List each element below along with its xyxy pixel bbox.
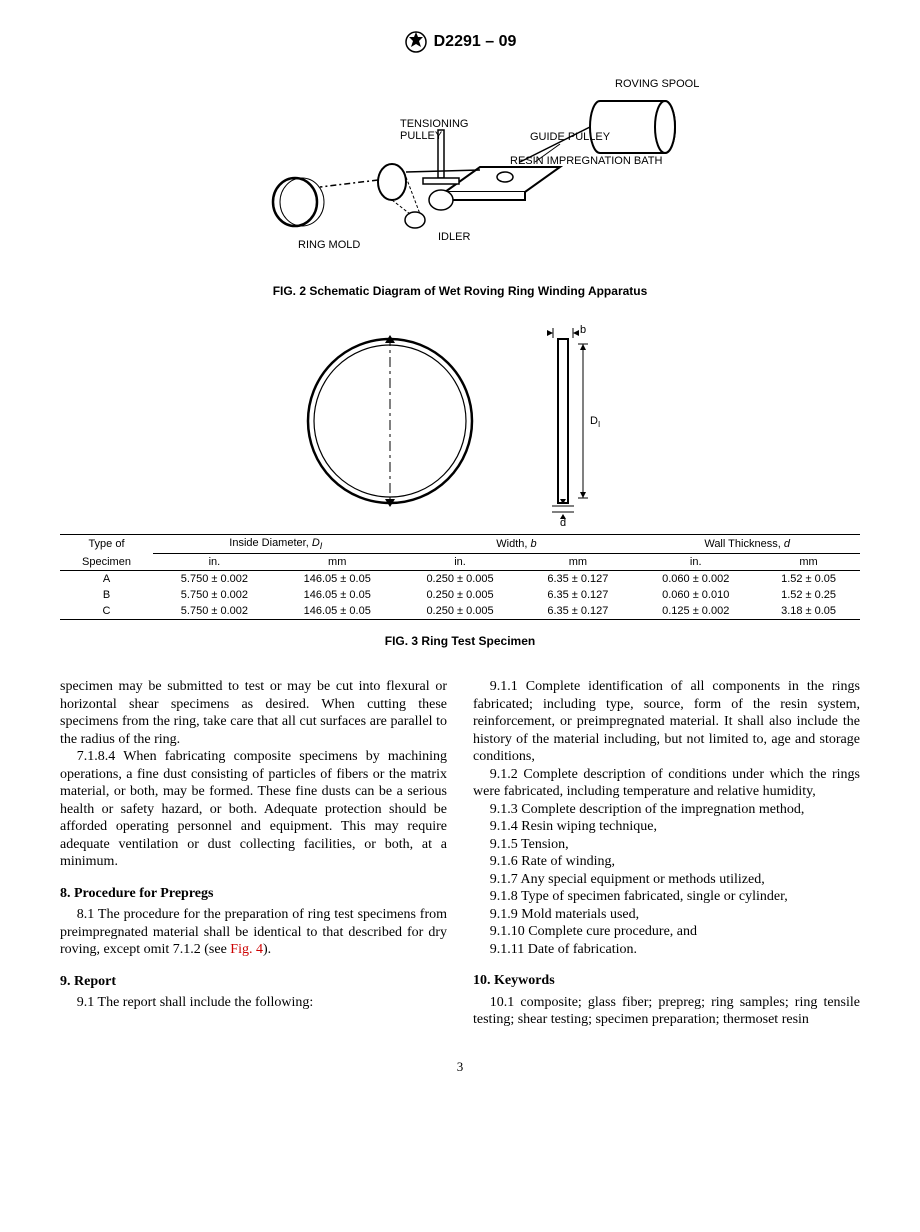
para-9-1-4: 9.1.4 Resin wiping technique,: [473, 818, 860, 836]
para-7-continued: specimen may be submitted to test or may…: [60, 678, 447, 748]
para-9-1: 9.1 The report shall include the followi…: [60, 994, 447, 1012]
ring-mold-label: RING MOLD: [298, 239, 360, 251]
para-9-1-3: 9.1.3 Complete description of the impreg…: [473, 801, 860, 819]
para-9-1-2: 9.1.2 Complete description of conditions…: [473, 766, 860, 801]
para-9-1-11: 9.1.11 Date of fabrication.: [473, 941, 860, 959]
para-7-1-8-4: 7.1.8.4 When fabricating composite speci…: [60, 748, 447, 871]
fig3-caption: FIG. 3 Ring Test Specimen: [60, 634, 860, 648]
table-row: B 5.750 ± 0.002 146.05 ± 0.05 0.250 ± 0.…: [60, 587, 860, 603]
heading-8: 8. Procedure for Prepregs: [60, 885, 447, 903]
page: D2291 – 09 ROVING SPOOL GUIDE PULLEY RES…: [0, 0, 920, 1115]
idler-label: IDLER: [438, 231, 470, 243]
fig2-caption: FIG. 2 Schematic Diagram of Wet Roving R…: [60, 284, 860, 298]
page-header: D2291 – 09: [60, 30, 860, 54]
para-9-1-5: 9.1.5 Tension,: [473, 836, 860, 854]
tensioning-pulley-label: TENSIONINGPULLEY: [400, 118, 468, 142]
table-row: C 5.750 ± 0.002 146.05 ± 0.05 0.250 ± 0.…: [60, 603, 860, 620]
table-head-row-1: Type of Inside Diameter, DI Width, b Wal…: [60, 535, 860, 554]
heading-10: 10. Keywords: [473, 972, 860, 990]
para-9-1-10: 9.1.10 Complete cure procedure, and: [473, 923, 860, 941]
body-text: specimen may be submitted to test or may…: [60, 678, 860, 1029]
heading-9: 9. Report: [60, 973, 447, 991]
col-width: Width, b: [399, 535, 635, 554]
para-10-1: 10.1 composite; glass fiber; prepreg; ri…: [473, 994, 860, 1029]
di-label: DI: [590, 415, 600, 429]
astm-logo-icon: [404, 30, 428, 54]
d-label: d: [560, 517, 566, 526]
para-9-1-8: 9.1.8 Type of specimen fabricated, singl…: [473, 888, 860, 906]
fig3-diagram: b DI d: [260, 316, 660, 526]
roving-spool-label: ROVING SPOOL: [615, 78, 699, 90]
para-8-1: 8.1 The procedure for the preparation of…: [60, 906, 447, 959]
para-9-1-7: 9.1.7 Any special equipment or methods u…: [473, 871, 860, 889]
specimen-table: Type of Inside Diameter, DI Width, b Wal…: [60, 534, 860, 620]
figure-2: ROVING SPOOL GUIDE PULLEY RESIN IMPREGNA…: [60, 72, 860, 298]
designation: D2291 – 09: [434, 33, 517, 50]
resin-bath-label: RESIN IMPREGNATION BATH: [510, 155, 662, 167]
para-9-1-9: 9.1.9 Mold materials used,: [473, 906, 860, 924]
table-head-row-2: Specimen in. mm in. mm in. mm: [60, 554, 860, 571]
roving-spool-icon: [590, 101, 675, 153]
col-type: Type of: [60, 535, 153, 554]
col-wall: Wall Thickness, d: [634, 535, 860, 554]
para-9-1-1: 9.1.1 Complete identification of all com…: [473, 678, 860, 766]
idler-icon: [378, 164, 425, 228]
col-inside-diameter: Inside Diameter, DI: [153, 535, 399, 554]
b-label: b: [580, 324, 586, 336]
guide-pulley-label: GUIDE PULLEY: [530, 131, 611, 143]
para-9-1-6: 9.1.6 Rate of winding,: [473, 853, 860, 871]
resin-bath-icon: [445, 167, 560, 200]
col-specimen: Specimen: [60, 554, 153, 571]
fig4-link[interactable]: Fig. 4: [230, 942, 263, 957]
fig2-diagram: ROVING SPOOL GUIDE PULLEY RESIN IMPREGNA…: [220, 72, 700, 272]
table-row: A 5.750 ± 0.002 146.05 ± 0.05 0.250 ± 0.…: [60, 571, 860, 588]
page-number: 3: [60, 1059, 860, 1075]
ring-mold-icon: [273, 178, 324, 226]
figure-3: b DI d: [60, 316, 860, 530]
